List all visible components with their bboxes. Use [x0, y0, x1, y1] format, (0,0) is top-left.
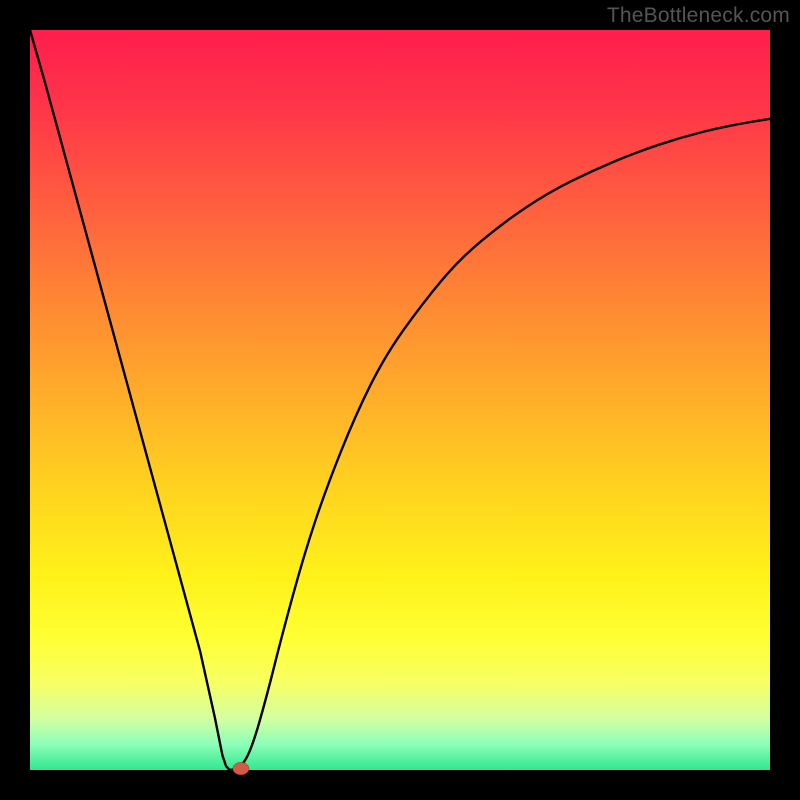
chart-svg [0, 0, 800, 800]
watermark-text: TheBottleneck.com [607, 4, 790, 28]
bottleneck-chart: TheBottleneck.com [0, 0, 800, 800]
